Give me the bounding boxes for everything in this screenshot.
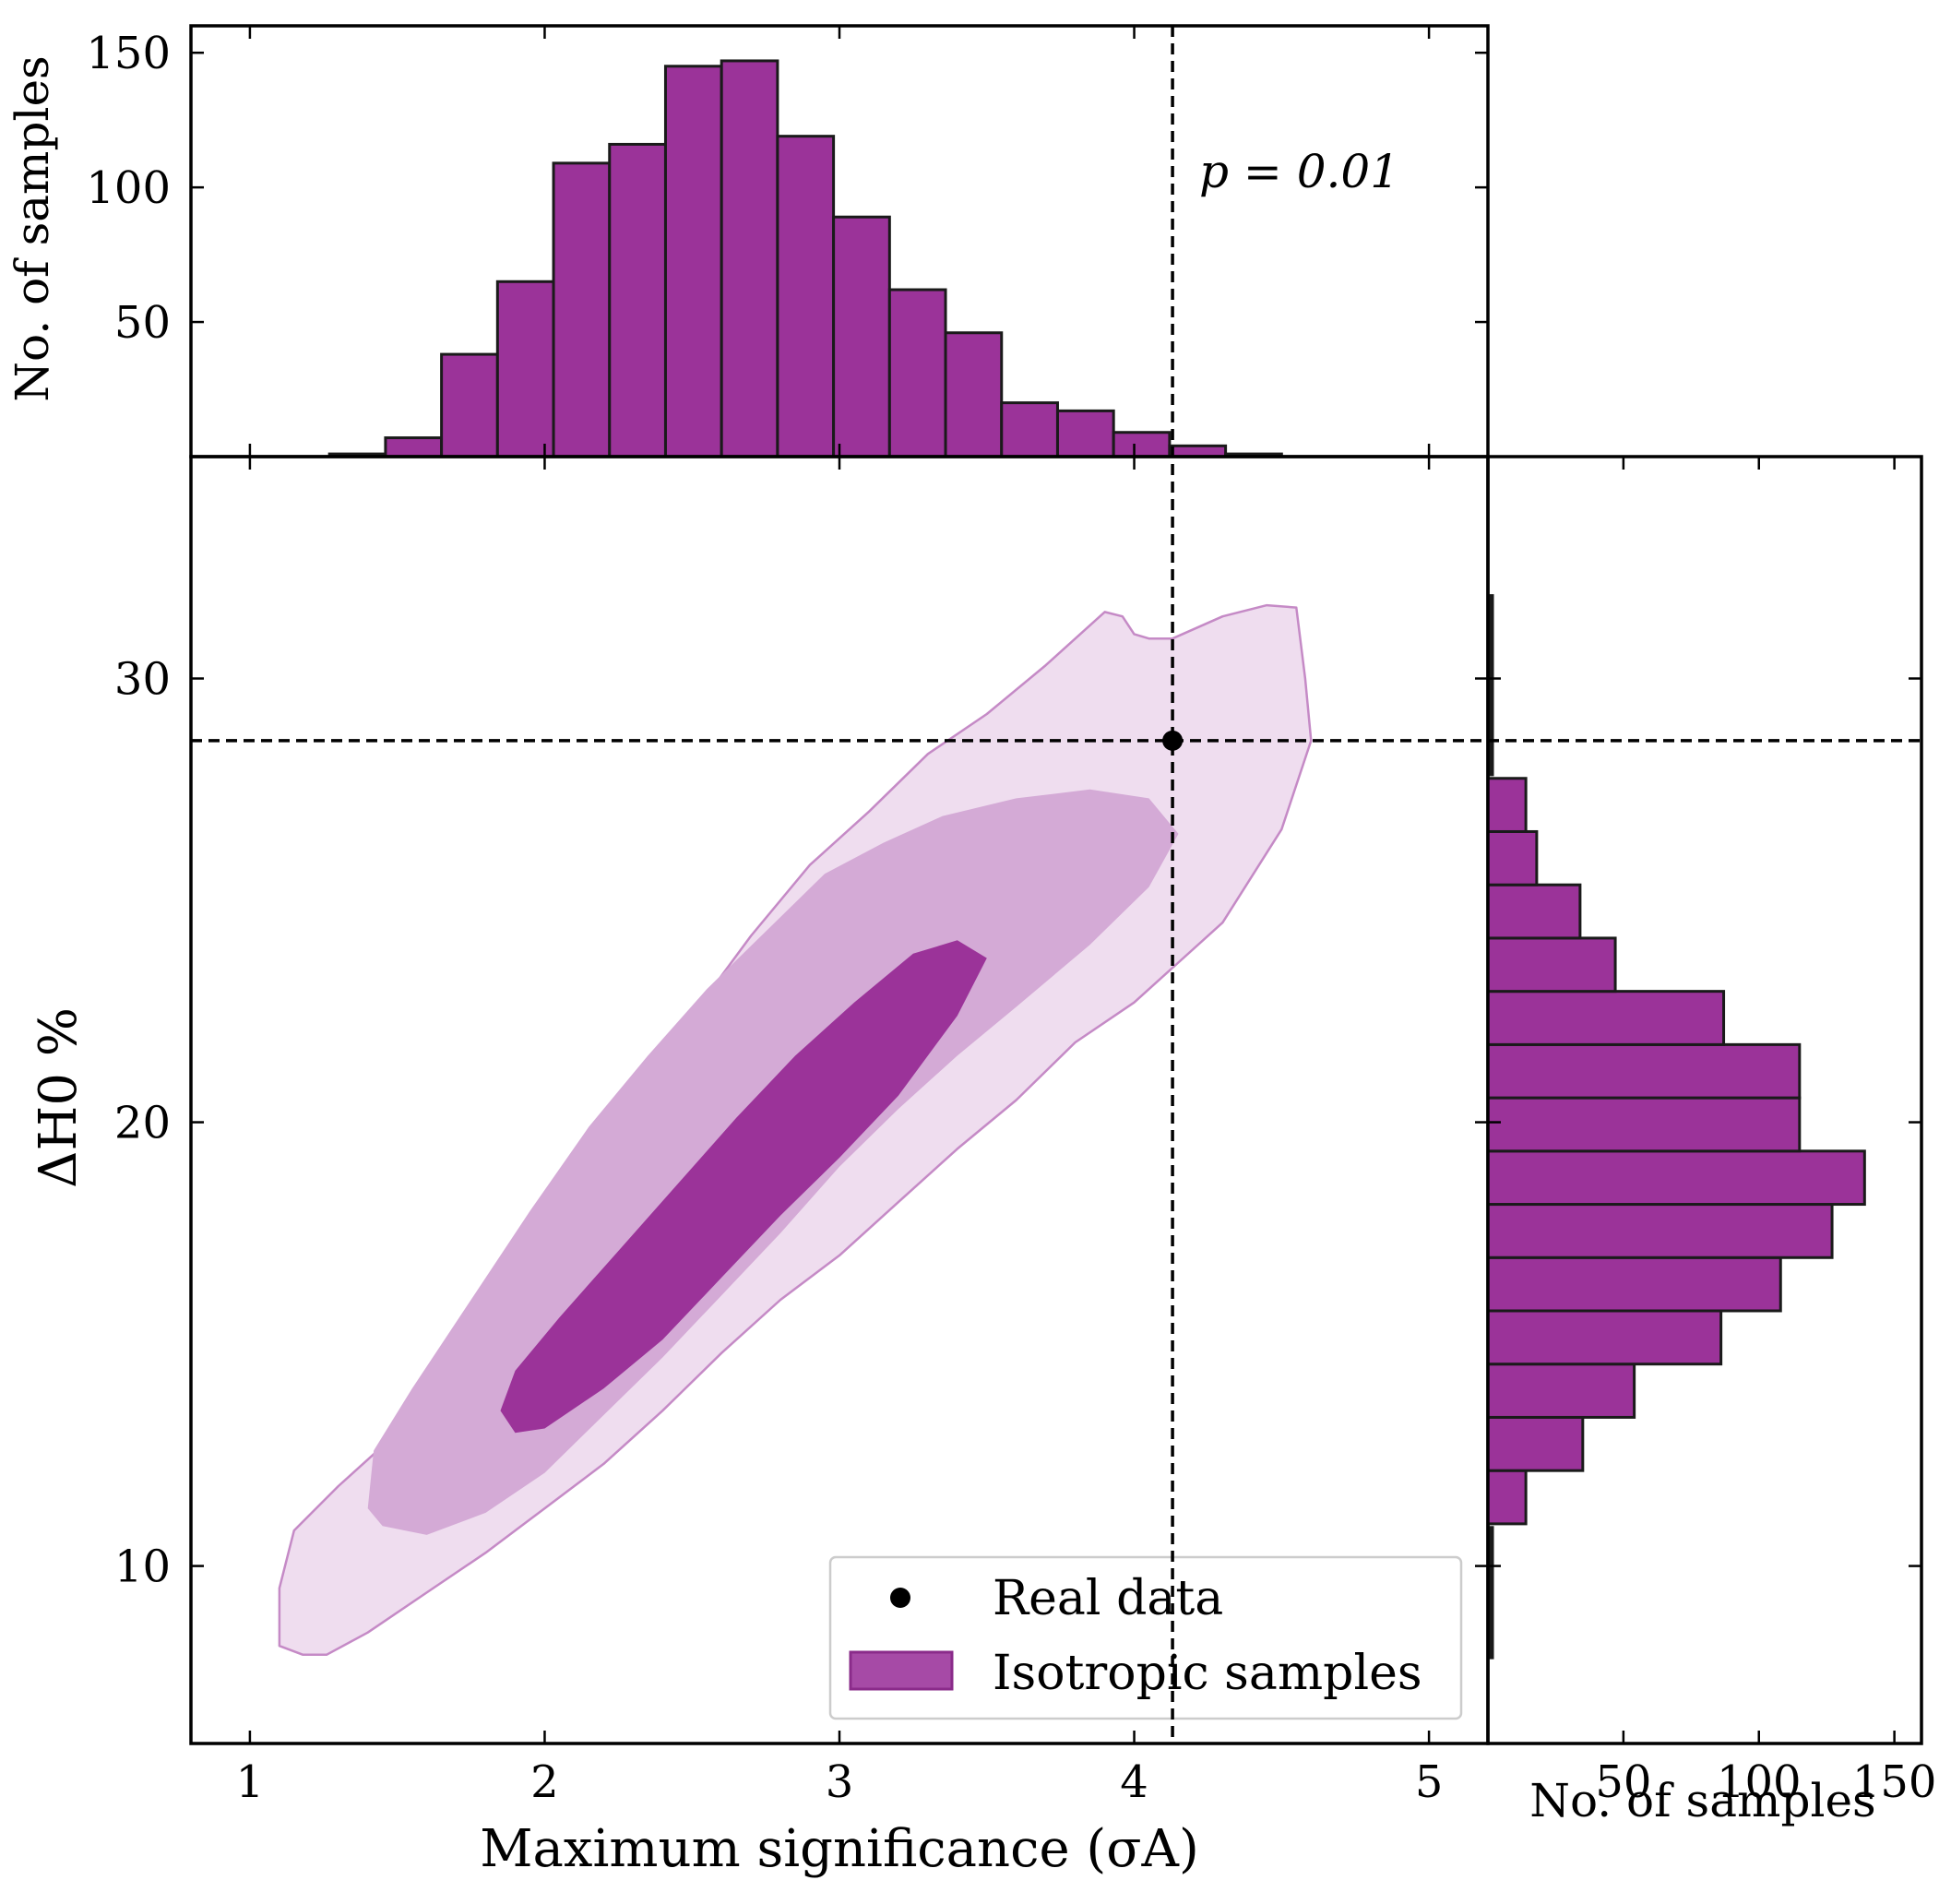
top-y-tick-label: 50 — [114, 297, 171, 349]
top-histogram-panel: 50 100 150 — [86, 24, 1490, 458]
right-hist-bar — [1486, 883, 1582, 940]
right-hist-bar — [1486, 1096, 1802, 1153]
top-hist-bar — [608, 142, 667, 458]
y-tick-label: 20 — [114, 1098, 171, 1149]
top-hist-bar — [1168, 444, 1228, 458]
main-contour-panel: 1 2 3 4 5 10 20 30 Real data Isotropic samples — [114, 455, 1490, 1808]
right-hist-bar — [1486, 936, 1617, 994]
right-hist-bar — [1486, 777, 1528, 833]
legend-patch — [849, 1650, 954, 1691]
top-hist-bar — [440, 352, 499, 458]
right-hist-bar — [1486, 1309, 1723, 1366]
y-tick-label: 10 — [114, 1541, 171, 1593]
right-hist-bar — [1486, 1363, 1636, 1419]
main-ylabel: ΔH0 % — [29, 1007, 89, 1188]
legend-marker — [890, 1588, 910, 1608]
right-hist-bar — [1486, 1255, 1782, 1313]
right-x-tick-label: 50 — [1595, 1756, 1651, 1808]
right-hist-bar — [1486, 1469, 1528, 1526]
top-hist-bar — [1112, 431, 1172, 458]
top-y-tick-label: 100 — [86, 162, 171, 214]
top-hist-bar — [832, 215, 891, 458]
top-hist-bar — [944, 331, 1004, 458]
right-hist-bar — [1486, 829, 1539, 887]
top-hist-bar — [776, 135, 836, 458]
top-y-tick-label: 150 — [86, 28, 171, 79]
right-x-tick-label: 100 — [1717, 1756, 1802, 1808]
right-hist-bar — [1486, 1203, 1834, 1259]
x-tick-label: 2 — [530, 1756, 559, 1808]
legend-box — [828, 1555, 1463, 1720]
main-xlabel: Maximum significance (σA) — [480, 1819, 1199, 1879]
x-tick-label: 4 — [1120, 1756, 1148, 1808]
right-hist-bar — [1486, 1415, 1585, 1472]
x-tick-label: 3 — [826, 1756, 854, 1808]
top-hist-bar — [720, 59, 779, 458]
legend-label-real-data: Real data — [993, 1571, 1223, 1626]
right-histogram-panel: 50 100 150 — [1486, 455, 1937, 1808]
legend: Real data Isotropic samples — [828, 1555, 1463, 1720]
top-hist-bar — [1000, 401, 1059, 458]
x-tick-label: 5 — [1415, 1756, 1444, 1808]
top-hist-bar — [887, 288, 947, 458]
top-hist-bar — [663, 65, 723, 458]
x-tick-label: 1 — [236, 1756, 265, 1808]
y-tick-label: 30 — [114, 654, 171, 706]
top-ylabel: No. of samples — [6, 55, 59, 401]
top-hist-bar — [495, 280, 555, 458]
top-hist-bar — [1055, 409, 1115, 458]
legend-label-isotropic: Isotropic samples — [993, 1646, 1422, 1701]
right-hist-bar — [1486, 1042, 1802, 1100]
top-hist-bar — [552, 161, 612, 458]
right-hist-bar — [1486, 990, 1726, 1046]
right-frame — [1486, 455, 1923, 1745]
p-value-annotation: p = 0.01 — [1199, 145, 1399, 198]
contour-inner — [500, 940, 987, 1434]
right-hist-bar — [1486, 1149, 1866, 1207]
right-x-tick-label: 150 — [1852, 1756, 1937, 1808]
top-hist-bar — [384, 436, 444, 458]
right-xlabel: No. of samples — [1529, 1774, 1875, 1827]
